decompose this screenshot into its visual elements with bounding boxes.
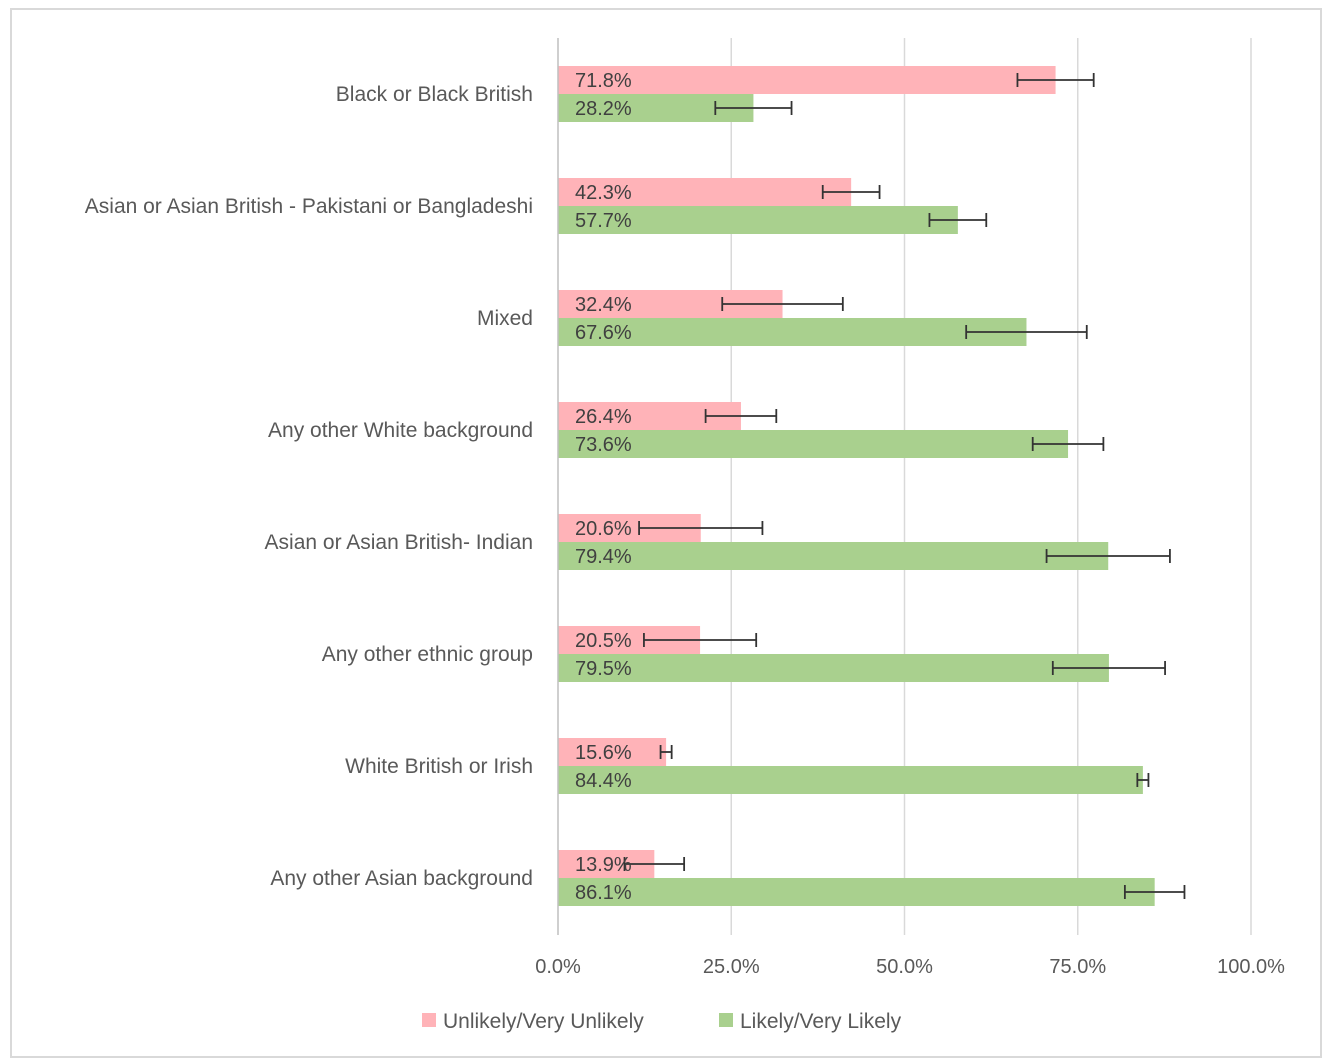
legend-swatch-likely bbox=[719, 1013, 733, 1027]
data-label: 86.1% bbox=[575, 882, 632, 904]
legend-label-likely: Likely/Very Likely bbox=[740, 1010, 902, 1033]
category-label: Any other ethnic group bbox=[322, 643, 533, 666]
bar-likely bbox=[558, 654, 1109, 682]
legend-label-unlikely: Unlikely/Very Unlikely bbox=[443, 1010, 644, 1033]
category-label: Mixed bbox=[477, 307, 533, 330]
category-label: White British or Irish bbox=[345, 755, 533, 778]
data-label: 67.6% bbox=[575, 322, 632, 344]
bar-likely bbox=[558, 542, 1109, 570]
bar-likely bbox=[558, 206, 958, 234]
bar-unlikely bbox=[558, 738, 667, 766]
category-label: Asian or Asian British - Pakistani or Ba… bbox=[85, 195, 533, 218]
bar-likely bbox=[558, 766, 1143, 794]
data-label: 20.5% bbox=[575, 630, 632, 652]
data-label: 79.5% bbox=[575, 658, 632, 680]
data-label: 26.4% bbox=[575, 406, 632, 428]
bar-likely bbox=[558, 318, 1027, 346]
category-label: Any other Asian background bbox=[270, 867, 533, 890]
data-label: 32.4% bbox=[575, 294, 632, 316]
data-label: 84.4% bbox=[575, 770, 632, 792]
x-tick-label: 0.0% bbox=[535, 956, 581, 978]
data-label: 15.6% bbox=[575, 742, 632, 764]
x-tick-label: 50.0% bbox=[876, 956, 933, 978]
data-label: 42.3% bbox=[575, 182, 632, 204]
legend-swatch-unlikely bbox=[422, 1013, 436, 1027]
data-label: 20.6% bbox=[575, 518, 632, 540]
data-label: 79.4% bbox=[575, 546, 632, 568]
data-label: 73.6% bbox=[575, 434, 632, 456]
x-tick-label: 100.0% bbox=[1217, 956, 1285, 978]
bar-unlikely bbox=[558, 66, 1056, 94]
bar-unlikely bbox=[558, 178, 852, 206]
x-tick-label: 25.0% bbox=[703, 956, 760, 978]
data-label: 28.2% bbox=[575, 98, 632, 120]
bar-likely bbox=[558, 430, 1069, 458]
bar-likely bbox=[558, 878, 1155, 906]
category-label: Black or Black British bbox=[336, 83, 533, 106]
data-label: 13.9% bbox=[575, 854, 632, 876]
data-label: 71.8% bbox=[575, 70, 632, 92]
category-label: Any other White background bbox=[268, 419, 533, 442]
category-label: Asian or Asian British- Indian bbox=[265, 531, 533, 554]
data-label: 57.7% bbox=[575, 210, 632, 232]
x-tick-label: 75.0% bbox=[1049, 956, 1106, 978]
